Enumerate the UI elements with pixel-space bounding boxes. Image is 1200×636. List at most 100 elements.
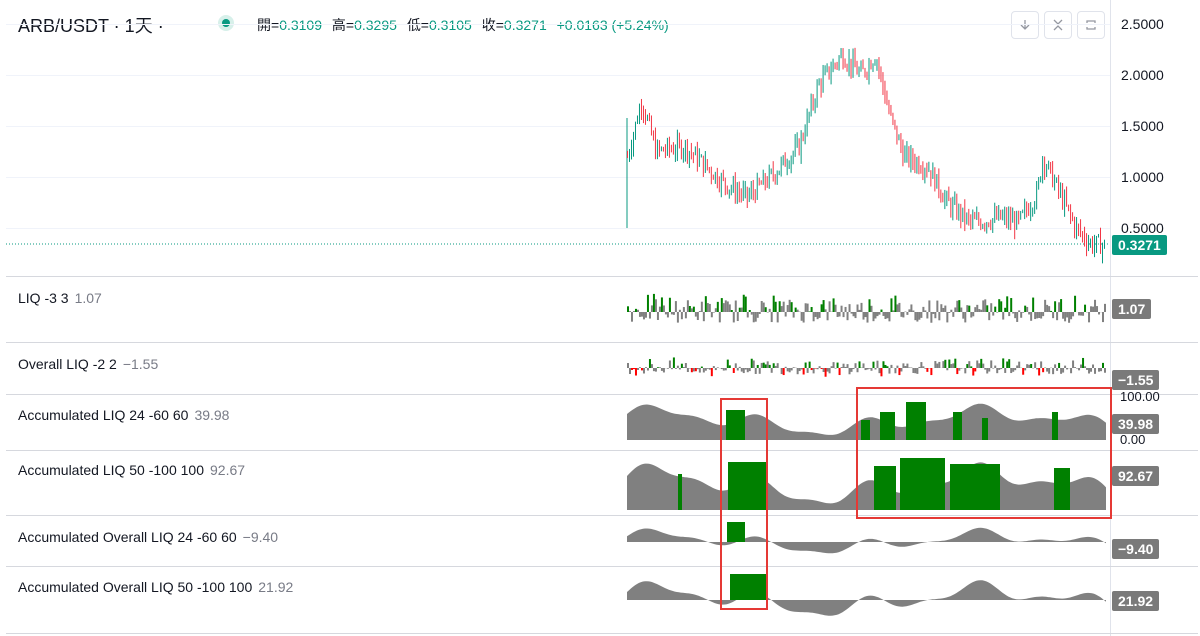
- liq-bar: [1072, 312, 1075, 317]
- liq-bar: [864, 312, 867, 318]
- liq-bar: [804, 303, 807, 312]
- overall-liq-bar: [710, 368, 713, 377]
- overall-liq-bar: [704, 368, 707, 371]
- indicator-legend-acc-overall-50[interactable]: Accumulated Overall LIQ 50 -100 100 21.92: [18, 579, 293, 595]
- overall-liq-bar: [812, 368, 815, 374]
- liq-bar: [990, 303, 993, 312]
- liq-bar: [658, 306, 661, 312]
- liq-bar: [786, 305, 789, 312]
- liq-bar: [802, 312, 805, 323]
- overall-liq-bar: [632, 368, 635, 370]
- liq-bar: [714, 308, 717, 312]
- overall-liq-bar: [944, 359, 947, 368]
- liq-bar: [696, 312, 699, 321]
- liq-bar: [834, 304, 837, 312]
- liq-bar: [746, 312, 749, 318]
- liq-bar: [790, 302, 793, 312]
- overall-liq-bar: [998, 368, 1001, 370]
- indicator-legend-liq[interactable]: LIQ -3 3 1.07: [18, 290, 102, 306]
- indicator-legend-acc-liq-50[interactable]: Accumulated LIQ 50 -100 100 92.67: [18, 462, 245, 478]
- liq-bar: [806, 303, 809, 312]
- reset-button[interactable]: [1077, 11, 1105, 39]
- arrow-down-button[interactable]: [1011, 11, 1039, 39]
- liq-bar: [928, 300, 931, 312]
- liq-bar: [900, 312, 903, 317]
- overall-liq-bar: [1080, 364, 1083, 368]
- liq-bar: [886, 312, 889, 319]
- overall-liq-bar: [1060, 368, 1063, 374]
- liq-bar: [1074, 295, 1077, 312]
- liq-bar: [1004, 307, 1007, 312]
- liq-bar: [688, 306, 691, 312]
- liq-bar: [844, 306, 847, 312]
- liq-bar: [966, 305, 969, 312]
- overall-liq-bar: [1098, 368, 1101, 372]
- overall-liq-bar: [740, 368, 743, 372]
- liq-bar: [942, 307, 945, 312]
- liq-bar: [826, 312, 829, 321]
- overall-liq-bar: [852, 368, 855, 370]
- indicator-legend-acc-liq-24[interactable]: Accumulated LIQ 24 -60 60 39.98: [18, 407, 229, 423]
- last-price-badge: 0.3271: [1112, 235, 1167, 255]
- symbol-title[interactable]: ARB/USDT · 1天 ·: [18, 16, 164, 36]
- indicator-legend-overall-liq[interactable]: Overall LIQ -2 2 −1.55: [18, 356, 158, 372]
- overall-liq-bar: [628, 368, 631, 375]
- overall-liq-bar: [878, 368, 881, 374]
- overall-liq-bar: [956, 368, 959, 375]
- liq-bar: [884, 312, 887, 320]
- liq-bar: [782, 301, 785, 312]
- acc-liq-50-area-highlight: [874, 466, 896, 510]
- market-status-icon[interactable]: [218, 15, 234, 31]
- overall-liq-bar: [764, 364, 767, 368]
- overall-liq-bar: [864, 368, 867, 371]
- overall-liq-bar: [848, 368, 851, 375]
- overall-liq-bar: [898, 368, 901, 376]
- overall-liq-bar: [630, 368, 633, 370]
- liq-bar: [662, 305, 665, 312]
- overall-liq-bar: [720, 368, 723, 370]
- overall-liq-bar: [804, 362, 807, 368]
- liq-bar: [842, 312, 845, 318]
- liq-bar: [748, 309, 751, 312]
- liq-bar: [638, 312, 641, 317]
- overall-liq-bar: [722, 368, 725, 371]
- overall-liq-bar: [906, 363, 909, 368]
- liq-bar: [794, 307, 797, 312]
- liq-bar: [1040, 312, 1043, 319]
- overall-liq-bar: [748, 368, 751, 372]
- liq-bar: [708, 303, 711, 312]
- overall-liq-bar: [900, 368, 903, 372]
- overall-liq-bar: [782, 368, 785, 376]
- liq-bar: [1026, 306, 1029, 312]
- liq-bar: [1056, 312, 1059, 321]
- liq-bar: [776, 312, 779, 323]
- liq-bar: [774, 301, 777, 312]
- overall-liq-bar: [936, 363, 939, 368]
- liq-bar: [652, 293, 655, 312]
- overall-liq-bar: [754, 368, 757, 374]
- overall-liq-bar: [686, 368, 689, 373]
- overall-liq-bar: [806, 368, 809, 373]
- liq-bar: [934, 312, 937, 319]
- overall-liq-bar: [952, 363, 955, 368]
- overall-liq-bar: [934, 361, 937, 368]
- acc-overall-24-value-badge: −9.40: [1112, 539, 1160, 559]
- overall-liq-bar: [948, 359, 951, 368]
- overall-liq-bar: [656, 367, 659, 368]
- indicator-legend-acc-overall-24[interactable]: Accumulated Overall LIQ 24 -60 60 −9.40: [18, 529, 278, 545]
- overall-liq-bar: [750, 358, 753, 368]
- liq-bar: [996, 312, 999, 313]
- overall-liq-bar: [790, 368, 793, 371]
- liq-bar: [1084, 304, 1087, 312]
- overall-liq-bar: [744, 368, 747, 370]
- overall-liq-bar: [874, 368, 877, 370]
- liq-bar: [1064, 312, 1067, 322]
- acc-liq-24-area-highlight: [880, 412, 895, 440]
- collapse-button[interactable]: [1044, 11, 1072, 39]
- overall-liq-bar: [986, 368, 989, 374]
- liq-bar: [918, 312, 921, 320]
- acc-liq-50-area-highlight: [728, 462, 766, 510]
- liq-bar: [958, 300, 961, 312]
- indicator-axis-bottom: 0.00: [1120, 432, 1146, 447]
